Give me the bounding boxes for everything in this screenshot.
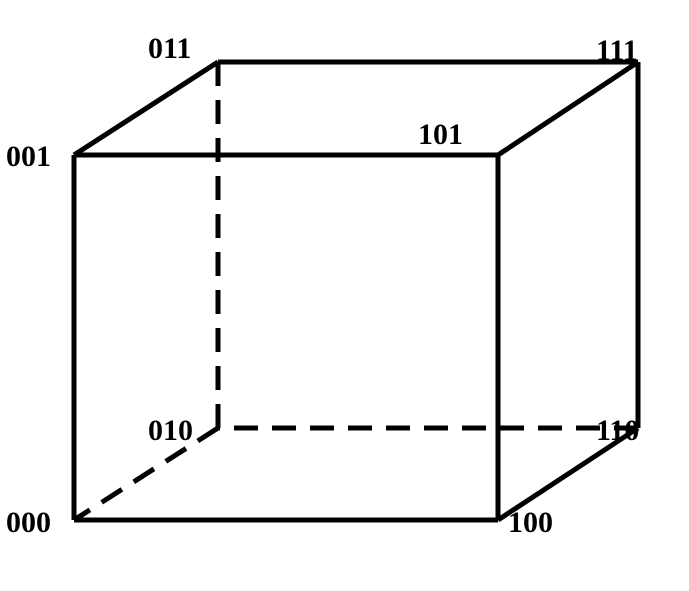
cube-svg xyxy=(0,0,689,591)
vertex-label-001: 001 xyxy=(6,140,51,174)
vertex-label-000: 000 xyxy=(6,506,51,540)
edge-v101-v111 xyxy=(498,62,638,155)
vertex-label-100: 100 xyxy=(508,506,553,540)
vertex-label-110: 110 xyxy=(596,414,639,448)
edge-v010-v000 xyxy=(74,428,218,520)
vertex-label-111: 111 xyxy=(596,34,638,68)
vertex-label-010: 010 xyxy=(148,414,193,448)
cube-diagram: 000 100 010 110 001 101 011 111 xyxy=(0,0,689,591)
vertex-label-101: 101 xyxy=(418,118,463,152)
vertex-label-011: 011 xyxy=(148,32,191,66)
edge-v011-v001 xyxy=(74,62,218,155)
